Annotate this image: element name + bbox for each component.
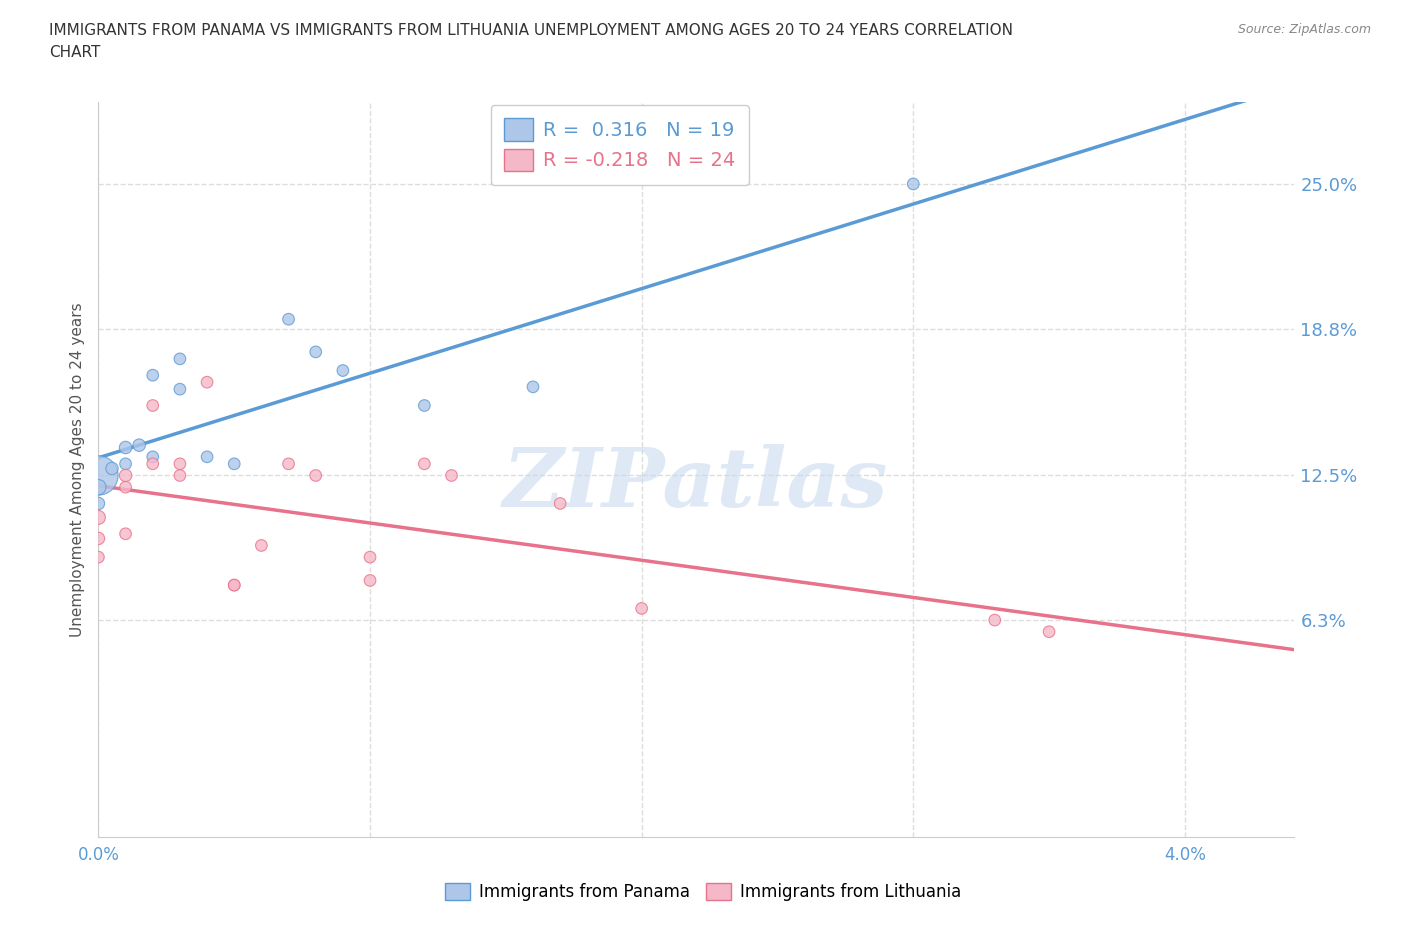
- Point: [87, 510, 110, 525]
- Point: [903, 177, 925, 192]
- Point: [87, 550, 110, 565]
- Legend: R =  0.316   N = 19, R = -0.218   N = 24: R = 0.316 N = 19, R = -0.218 N = 24: [491, 105, 749, 184]
- Point: [87, 480, 110, 495]
- Text: Source: ZipAtlas.com: Source: ZipAtlas.com: [1237, 23, 1371, 36]
- Text: ZIPatlas: ZIPatlas: [503, 445, 889, 525]
- Point: [1038, 624, 1060, 639]
- Point: [87, 468, 110, 483]
- Point: [277, 457, 299, 472]
- Point: [195, 375, 218, 390]
- Text: IMMIGRANTS FROM PANAMA VS IMMIGRANTS FROM LITHUANIA UNEMPLOYMENT AMONG AGES 20 T: IMMIGRANTS FROM PANAMA VS IMMIGRANTS FRO…: [49, 23, 1014, 38]
- Point: [87, 531, 110, 546]
- Point: [305, 344, 328, 359]
- Point: [142, 367, 165, 382]
- Point: [548, 496, 571, 511]
- Point: [87, 496, 110, 511]
- Point: [413, 457, 436, 472]
- Point: [169, 381, 191, 396]
- Point: [114, 480, 136, 495]
- Point: [101, 461, 124, 476]
- Point: [114, 468, 136, 483]
- Point: [277, 312, 299, 326]
- Point: [224, 578, 246, 592]
- Point: [359, 573, 381, 588]
- Text: CHART: CHART: [49, 45, 101, 60]
- Point: [128, 438, 150, 453]
- Point: [984, 613, 1007, 628]
- Point: [195, 449, 218, 464]
- Y-axis label: Unemployment Among Ages 20 to 24 years: Unemployment Among Ages 20 to 24 years: [69, 302, 84, 637]
- Point: [305, 468, 328, 483]
- Point: [142, 398, 165, 413]
- Text: 4.0%: 4.0%: [1164, 846, 1206, 864]
- Point: [224, 457, 246, 472]
- Point: [169, 457, 191, 472]
- Point: [630, 601, 652, 616]
- Point: [142, 449, 165, 464]
- Point: [440, 468, 463, 483]
- Point: [114, 457, 136, 472]
- Legend: Immigrants from Panama, Immigrants from Lithuania: Immigrants from Panama, Immigrants from …: [439, 876, 967, 908]
- Point: [250, 538, 273, 553]
- Text: 0.0%: 0.0%: [77, 846, 120, 864]
- Point: [142, 457, 165, 472]
- Point: [332, 363, 354, 378]
- Point: [169, 468, 191, 483]
- Point: [114, 440, 136, 455]
- Point: [413, 398, 436, 413]
- Point: [169, 352, 191, 366]
- Point: [114, 526, 136, 541]
- Point: [359, 550, 381, 565]
- Point: [224, 578, 246, 592]
- Point: [522, 379, 544, 394]
